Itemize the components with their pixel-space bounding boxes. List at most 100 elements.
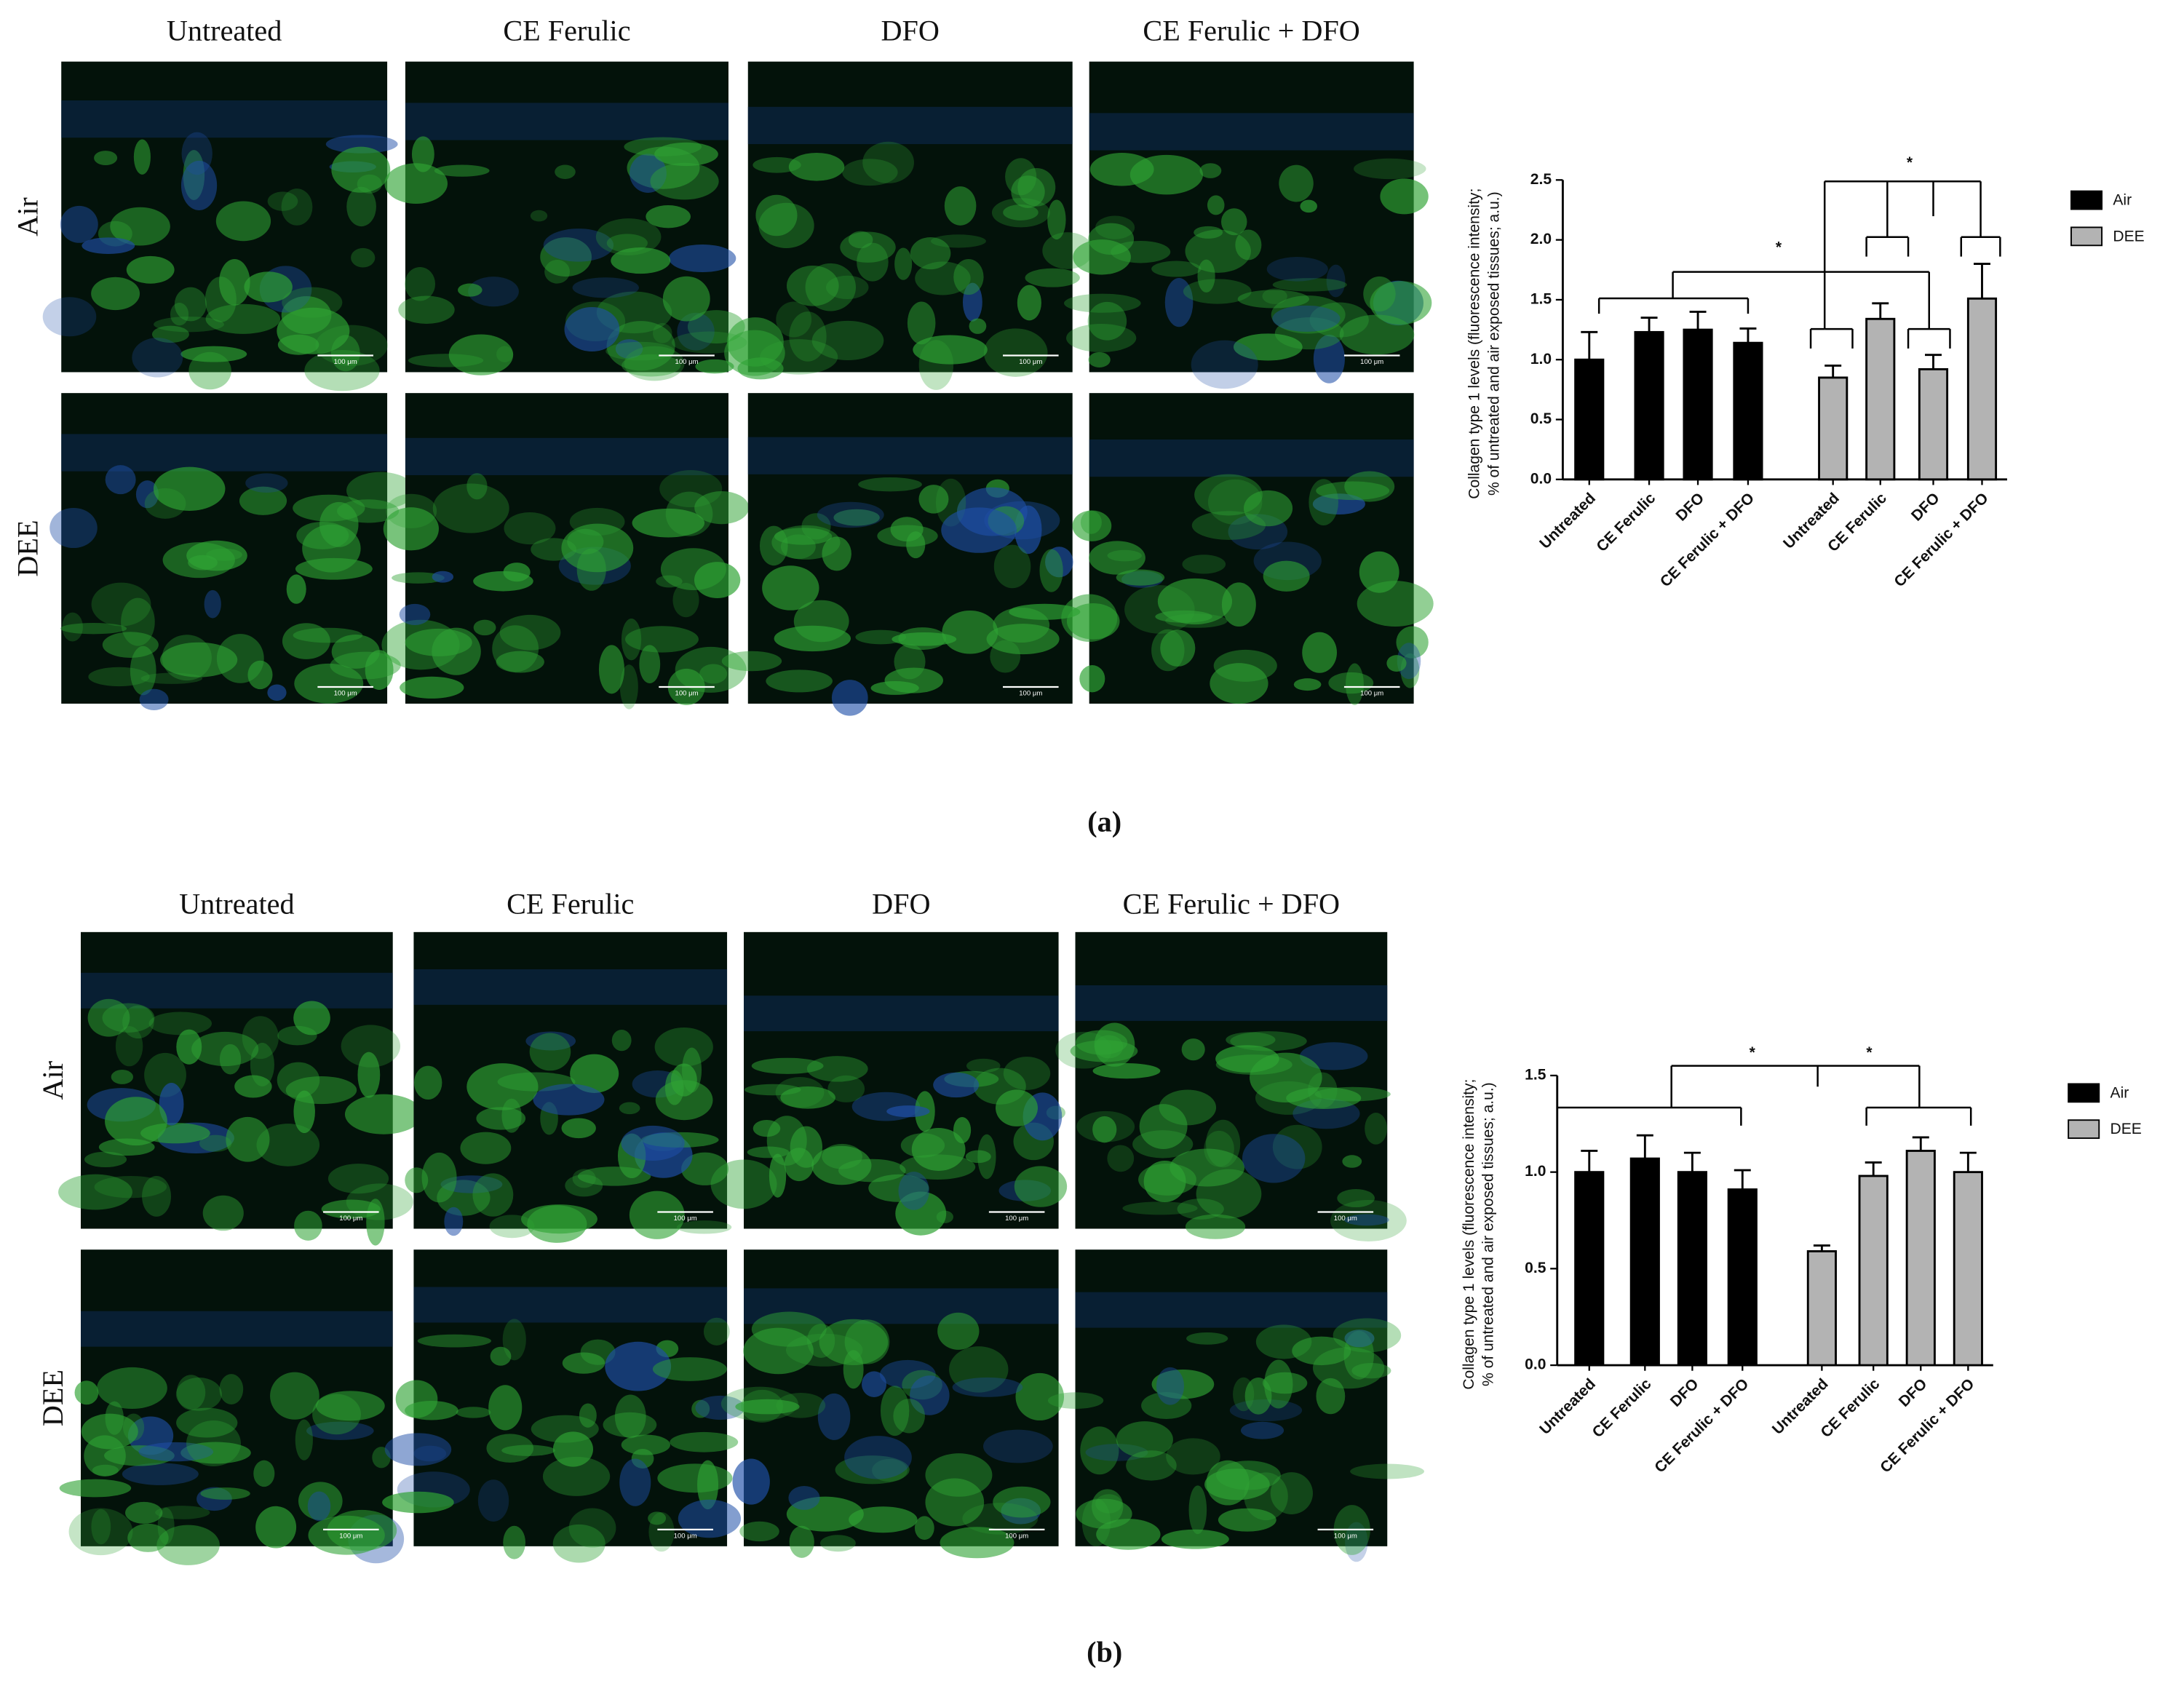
column-title: DFO	[881, 15, 940, 47]
tissue	[1160, 629, 1196, 667]
tissue	[681, 1152, 729, 1185]
micrograph: 100 μm	[710, 931, 1068, 1236]
tissue	[1292, 1336, 1351, 1366]
tissue	[646, 204, 691, 228]
scale-bar-label: 100 μm	[334, 689, 357, 697]
tissue	[466, 473, 488, 500]
tissue	[138, 1442, 214, 1462]
tissue	[215, 201, 271, 242]
tissue	[1129, 154, 1203, 195]
micrograph: 100 μm	[382, 1249, 745, 1563]
tissue	[1266, 257, 1328, 282]
epidermis	[61, 434, 388, 472]
tissue	[825, 275, 869, 300]
micrograph: 100 μm	[49, 393, 415, 710]
scale-bar-label: 100 μm	[1019, 689, 1042, 697]
tissue	[529, 1033, 571, 1071]
tissue	[732, 1458, 770, 1505]
row-label: DEE	[11, 520, 44, 576]
tissue	[219, 1374, 244, 1404]
error-bar	[1813, 1244, 1830, 1252]
tissue	[267, 684, 287, 701]
legend-swatch	[2068, 1119, 2100, 1140]
tissue	[806, 1056, 868, 1082]
tissue	[122, 1005, 154, 1039]
tissue	[489, 1215, 535, 1239]
tissue	[392, 572, 445, 584]
tissue	[1344, 1330, 1375, 1348]
y-tick-label: 1.5	[1525, 1067, 1546, 1084]
tissue	[530, 210, 548, 222]
tissue	[307, 1491, 331, 1522]
bar	[1858, 1175, 1889, 1367]
tissue	[1243, 490, 1293, 527]
tissue	[1055, 1031, 1112, 1069]
y-tick-label: 1.5	[1530, 290, 1552, 307]
tissue	[911, 1128, 966, 1171]
tissue	[630, 154, 667, 193]
tissue	[862, 141, 914, 183]
epidermis	[747, 437, 1073, 474]
tissue	[181, 132, 213, 175]
tissue	[1138, 1163, 1196, 1196]
bar	[1806, 1250, 1837, 1367]
x-tick-label: Untreated	[1536, 490, 1599, 552]
tissue	[1079, 665, 1105, 693]
tissue	[188, 351, 231, 390]
tissue	[1221, 208, 1247, 236]
tissue	[413, 1065, 442, 1100]
error-bar	[1824, 365, 1842, 378]
tissue	[239, 486, 287, 515]
tissue	[694, 562, 741, 599]
tissue	[1242, 1134, 1306, 1183]
tissue	[327, 1164, 389, 1194]
tissue	[952, 1377, 1023, 1397]
tissue	[421, 1152, 457, 1203]
tissue	[1344, 1214, 1389, 1226]
column-title: DFO	[872, 888, 930, 921]
tissue	[1194, 474, 1263, 516]
tissue	[102, 632, 159, 659]
tissue	[466, 1063, 539, 1110]
tissue	[895, 1191, 947, 1236]
tissue	[848, 231, 873, 249]
tissue	[776, 301, 812, 338]
tissue	[1286, 1086, 1362, 1109]
tissue	[811, 320, 884, 360]
tissue	[180, 346, 247, 362]
tissue	[60, 623, 127, 635]
tissue	[629, 1191, 685, 1239]
tissue	[1116, 569, 1165, 586]
tissue	[1177, 1199, 1224, 1220]
tissue	[1365, 1113, 1388, 1145]
tissue	[936, 1210, 953, 1223]
tissue	[285, 1076, 357, 1105]
tissue	[913, 335, 988, 365]
epidermis	[405, 103, 728, 140]
significance-star: *	[1907, 154, 1913, 171]
tissue	[1346, 663, 1364, 705]
tissue	[1235, 229, 1262, 261]
tissue	[346, 186, 376, 227]
tissue	[1215, 1054, 1292, 1075]
tissue	[833, 509, 880, 526]
tissue	[540, 237, 592, 277]
tissue	[1072, 510, 1112, 541]
tissue	[655, 1080, 713, 1121]
tissue	[1230, 1031, 1307, 1052]
tissue	[245, 473, 288, 493]
tissue	[325, 135, 398, 154]
tissue	[488, 1385, 523, 1431]
tissue	[1313, 334, 1345, 383]
tissue	[805, 263, 857, 311]
tissue	[1047, 1392, 1104, 1409]
tissue	[111, 1070, 134, 1084]
tissue	[827, 1075, 865, 1102]
tissue	[148, 1012, 213, 1036]
tissue	[1047, 199, 1066, 240]
tissue	[130, 645, 156, 696]
legend-label: DEE	[2113, 228, 2144, 245]
tissue	[677, 312, 715, 351]
tissue	[1328, 672, 1374, 694]
tissue	[294, 663, 364, 704]
